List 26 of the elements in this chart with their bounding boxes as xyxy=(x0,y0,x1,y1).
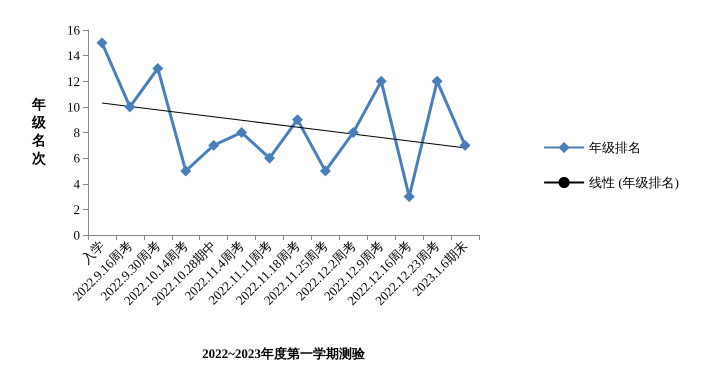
point xyxy=(180,165,192,176)
y-tick-label: 6 xyxy=(74,150,80,166)
point xyxy=(320,165,331,176)
point xyxy=(124,101,136,112)
x-axis-title: 2022~2023年度第一学期测验 xyxy=(202,346,366,361)
y-tick-label: 0 xyxy=(74,228,80,242)
legend-label: 年级排名 xyxy=(589,140,642,155)
point xyxy=(460,140,471,151)
y-tick-label: 2 xyxy=(74,202,80,217)
point xyxy=(96,37,108,48)
y-tick-label: 16 xyxy=(67,22,80,38)
point xyxy=(292,114,303,126)
point xyxy=(264,152,276,164)
y-tick-label: 10 xyxy=(67,99,80,114)
legend-label: 线性 (年级排名) xyxy=(589,175,680,190)
y-tick-label: 14 xyxy=(67,48,80,64)
y-tick-label: 4 xyxy=(74,176,80,192)
point xyxy=(208,140,220,151)
y-axis-title: 年级名次 xyxy=(31,97,47,167)
point xyxy=(376,76,387,87)
y-tick-label: 8 xyxy=(74,125,80,140)
point xyxy=(152,62,164,74)
point xyxy=(236,127,248,138)
y-tick-label: 12 xyxy=(67,74,80,89)
point xyxy=(348,127,359,138)
point xyxy=(432,76,443,87)
